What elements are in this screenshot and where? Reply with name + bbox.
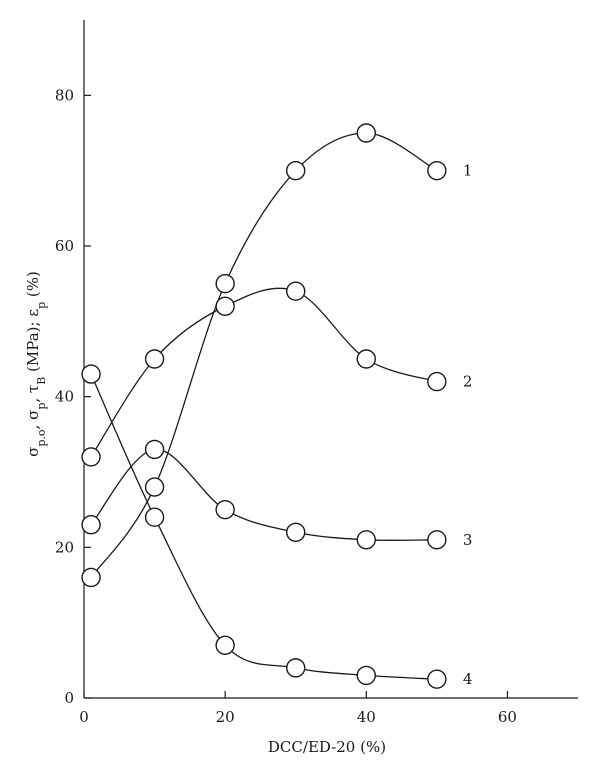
series-1-point [356, 123, 376, 143]
y-tick-label: 40 [55, 388, 74, 406]
series-markers [81, 123, 447, 689]
y-axis-title-part: (MPa); ε [24, 309, 42, 377]
series-3-point [81, 515, 101, 535]
series-3-label: 3 [463, 531, 473, 549]
series-4-label: 4 [463, 670, 473, 688]
series-4-line [90, 373, 437, 680]
series-2-label: 2 [463, 373, 473, 391]
series-4-point [356, 665, 376, 686]
series-1-point [286, 160, 306, 181]
series-1-point [215, 273, 235, 294]
y-tick-label: 60 [55, 237, 74, 255]
series-4-point [215, 635, 235, 655]
x-tick-label: 40 [357, 708, 376, 726]
y-axis-title-part: p [35, 302, 48, 309]
series-3-point [356, 530, 376, 550]
series-labels: 1 2 3 4 [463, 162, 473, 689]
y-axis-title-part: σ [24, 447, 42, 457]
series-lines [90, 132, 438, 680]
series-3-point [144, 439, 165, 460]
series-4-point [81, 364, 101, 384]
y-tick-label: 80 [55, 86, 74, 104]
series-4-point [144, 507, 165, 527]
x-tick-label: 20 [216, 708, 235, 726]
series-2-point [286, 281, 306, 301]
x-tick-label: 0 [79, 708, 89, 726]
series-2-point [215, 296, 235, 316]
y-tick-label: 20 [55, 538, 74, 556]
series-3-point [427, 530, 447, 550]
y-axis-title-part: p.o [35, 429, 48, 447]
series-3-line [90, 448, 437, 542]
axes [83, 20, 578, 699]
y-axis-title-part: (%) [24, 271, 42, 302]
y-axis-title-part: B [35, 377, 48, 385]
series-1-point [144, 477, 165, 497]
series-4-point [427, 669, 447, 689]
series-2-point [144, 349, 165, 369]
series-1-point [427, 160, 447, 181]
tick-group: 0 20 40 60 80 0 20 40 60 [55, 86, 517, 726]
y-axis-title: σp.o, σp, τB (MPa); εp (%) [24, 271, 48, 457]
y-tick-label: 0 [64, 689, 74, 707]
y-axis-title-part: p [35, 403, 48, 410]
y-axis-title-part: , σ [24, 410, 42, 430]
y-axis-title-part: , τ [24, 385, 42, 403]
series-2-point [81, 447, 101, 467]
series-1-line [90, 132, 438, 578]
x-tick-label: 60 [498, 708, 517, 726]
series-3-point [215, 499, 235, 520]
series-1-label: 1 [463, 162, 473, 180]
series-2-line [90, 287, 438, 458]
series-2-point [356, 349, 376, 369]
series-3-point [286, 522, 306, 542]
x-axis-title: DCC/ED-20 (%) [268, 738, 386, 756]
series-2-point [427, 371, 447, 392]
series-4-point [286, 658, 306, 678]
series-1-point [81, 567, 101, 588]
